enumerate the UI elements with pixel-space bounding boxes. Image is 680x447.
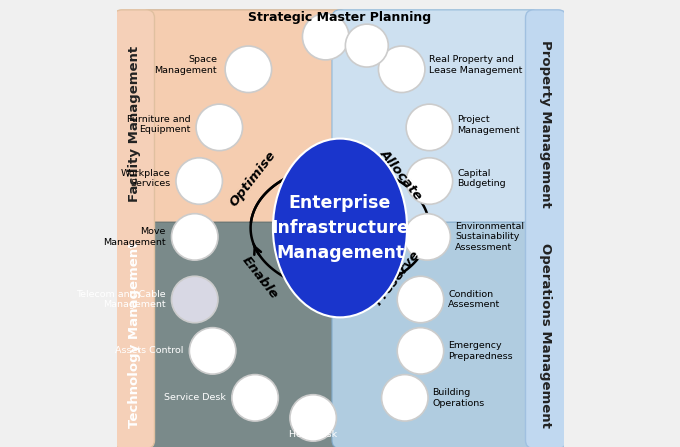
Text: Capital
Budgeting: Capital Budgeting	[457, 169, 506, 189]
Text: Real Property and
Lease Management: Real Property and Lease Management	[429, 55, 523, 75]
Circle shape	[381, 375, 428, 421]
Text: Telecom and Cable
Management: Telecom and Cable Management	[76, 290, 166, 309]
FancyBboxPatch shape	[141, 10, 348, 238]
Text: Operations Management: Operations Management	[539, 243, 552, 428]
Text: Project
Management: Project Management	[457, 115, 520, 135]
FancyBboxPatch shape	[332, 222, 539, 447]
Text: Service Desk: Service Desk	[164, 393, 226, 402]
Text: Property Management: Property Management	[539, 40, 552, 208]
Circle shape	[225, 46, 271, 93]
Circle shape	[189, 328, 236, 374]
Text: Assets Control: Assets Control	[115, 346, 184, 355]
Circle shape	[232, 375, 278, 421]
Circle shape	[290, 395, 337, 441]
Text: Environmental
Sustainability
Assessment: Environmental Sustainability Assessment	[455, 222, 524, 252]
Circle shape	[404, 214, 450, 260]
Circle shape	[345, 24, 388, 67]
Text: Technology Management: Technology Management	[128, 242, 141, 428]
Text: Strategic Master Planning: Strategic Master Planning	[248, 11, 432, 24]
Circle shape	[379, 46, 425, 93]
Text: Enable: Enable	[239, 254, 280, 302]
FancyBboxPatch shape	[526, 10, 566, 447]
Text: Workplace
Services: Workplace Services	[120, 169, 170, 189]
Circle shape	[171, 214, 218, 260]
Circle shape	[406, 104, 453, 151]
FancyBboxPatch shape	[141, 222, 348, 447]
Circle shape	[176, 158, 222, 204]
Text: Preserve: Preserve	[372, 248, 422, 308]
Circle shape	[406, 158, 453, 204]
Text: Furniture and
Equipment: Furniture and Equipment	[126, 114, 190, 134]
Text: Facility Management: Facility Management	[128, 46, 141, 202]
Circle shape	[397, 328, 444, 374]
FancyBboxPatch shape	[114, 10, 154, 447]
Circle shape	[303, 13, 349, 60]
Text: Building
Operations: Building Operations	[432, 388, 485, 408]
Text: Enterprise
Infrastructure
Management: Enterprise Infrastructure Management	[271, 194, 409, 262]
Text: Optimise: Optimise	[227, 148, 279, 209]
Ellipse shape	[273, 139, 407, 317]
Circle shape	[397, 276, 444, 323]
Text: Move
Management: Move Management	[103, 227, 166, 247]
FancyBboxPatch shape	[332, 10, 539, 238]
Text: Allocate: Allocate	[378, 148, 426, 203]
Text: Condition
Assesment: Condition Assesment	[448, 290, 500, 309]
Circle shape	[171, 276, 218, 323]
Text: Emergency
Preparedness: Emergency Preparedness	[448, 341, 513, 361]
Text: Help Desk: Help Desk	[289, 430, 337, 439]
Text: Space
Management: Space Management	[154, 55, 217, 75]
Circle shape	[196, 104, 243, 151]
